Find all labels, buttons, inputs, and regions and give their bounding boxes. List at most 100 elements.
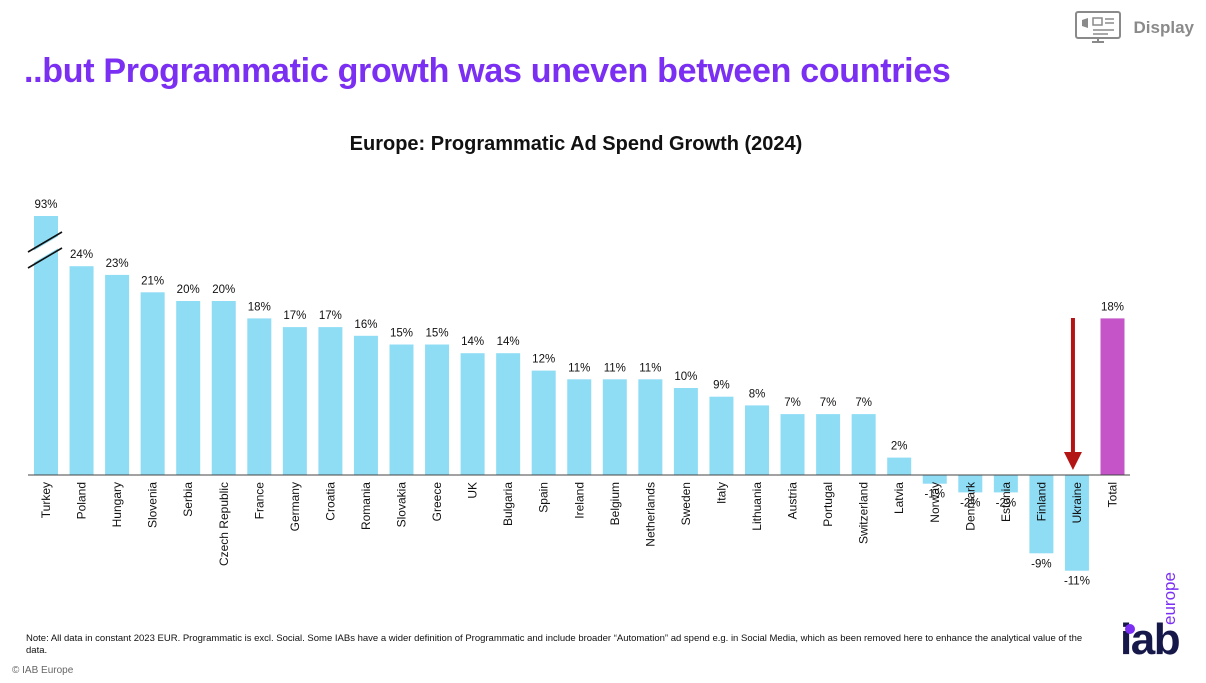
category-label-czech-republic: Czech Republic: [217, 482, 231, 566]
bar-romania: [353, 335, 378, 475]
data-label-estonia: -2%: [996, 497, 1016, 509]
bar-estonia: [993, 475, 1018, 493]
category-label-estonia: Estonia: [999, 482, 1013, 522]
category-label-turkey: Turkey: [39, 482, 53, 518]
bar-sweden: [673, 388, 698, 475]
chart-title: Europe: Programmatic Ad Spend Growth (20…: [349, 133, 803, 155]
category-label-italy: Italy: [714, 482, 728, 504]
axis-break-line-upper: [27, 231, 63, 253]
bar-lithuania: [745, 405, 769, 475]
data-label-portugal: 7%: [820, 397, 837, 409]
bar-uk: [460, 353, 485, 475]
category-label-latvia: Latvia: [892, 482, 906, 514]
bar-finland: [1029, 475, 1054, 554]
category-label-croatia: Croatia: [323, 482, 337, 521]
category-label-austria: Austria: [786, 482, 800, 520]
data-label-denmark: -2%: [960, 497, 980, 509]
data-label-belgium: 11%: [604, 362, 626, 374]
bar-greece: [425, 344, 450, 475]
category-label-switzerland: Switzerland: [857, 482, 871, 544]
data-label-slovakia: 15%: [390, 328, 413, 340]
data-label-greece: 15%: [426, 328, 449, 340]
bar-latvia: [887, 457, 912, 475]
logo-dot-icon: [1125, 624, 1135, 634]
category-label-bulgaria: Bulgaria: [501, 482, 515, 526]
data-label-hungary: 23%: [106, 258, 129, 270]
bar-total: [1100, 318, 1125, 475]
bar-bulgaria: [496, 353, 521, 475]
data-label-italy: 9%: [713, 380, 730, 392]
category-label-lithuania: Lithuania: [750, 482, 764, 531]
category-label-portugal: Portugal: [821, 482, 835, 527]
bar-croatia: [318, 327, 343, 475]
bar-ireland: [567, 379, 592, 475]
bar-ukraine: [1064, 475, 1089, 571]
category-label-uk: UK: [466, 482, 480, 499]
category-label-spain: Spain: [537, 482, 551, 513]
bar-serbia: [176, 301, 201, 475]
axis-break-line-lower: [27, 247, 63, 269]
category-label-france: France: [252, 482, 266, 520]
bar-france: [247, 318, 272, 475]
bar-germany: [282, 327, 307, 475]
bar-belgium: [602, 379, 627, 475]
data-label-austria: 7%: [784, 397, 801, 409]
bar-switzerland: [851, 414, 876, 475]
bar-czech-republic: [211, 301, 236, 475]
bar-netherlands: [638, 379, 663, 475]
data-label-bulgaria: 14%: [497, 336, 520, 348]
bar-slovakia: [389, 344, 414, 475]
bar-denmark: [958, 475, 983, 493]
iab-europe-logo: iab europe: [1120, 572, 1204, 671]
category-label-slovakia: Slovakia: [395, 482, 409, 528]
category-label-norway: Norway: [928, 482, 942, 523]
bar-norway: [922, 475, 947, 484]
category-label-finland: Finland: [1034, 482, 1048, 521]
slide-title: ..but Programmatic growth was uneven bet…: [24, 52, 951, 90]
data-label-serbia: 20%: [177, 284, 200, 296]
category-label-ireland: Ireland: [572, 482, 586, 519]
bar-italy: [709, 396, 734, 475]
footnote: Note: All data in constant 2023 EUR. Pro…: [26, 633, 1083, 656]
data-label-norway: -1%: [925, 489, 945, 501]
data-label-romania: 16%: [354, 319, 377, 331]
display-label: Display: [1133, 18, 1194, 37]
category-label-greece: Greece: [430, 482, 444, 522]
bar-poland: [69, 266, 94, 475]
data-label-turkey: 93%: [34, 199, 57, 211]
axis-break-gap: [28, 234, 62, 266]
data-label-lithuania: 8%: [749, 388, 766, 400]
data-label-poland: 24%: [70, 249, 93, 261]
logo-iab-text: iab: [1120, 615, 1181, 664]
data-label-netherlands: 11%: [639, 362, 661, 374]
bar-austria: [780, 414, 805, 475]
logo-europe-text: europe: [1160, 572, 1179, 625]
highlight-arrow-head: [1063, 452, 1082, 470]
data-label-sweden: 10%: [674, 371, 697, 383]
data-label-total: 18%: [1101, 301, 1124, 313]
data-label-switzerland: 7%: [855, 397, 872, 409]
category-label-sweden: Sweden: [679, 482, 693, 525]
display-badge: Display: [1074, 10, 1194, 46]
category-label-slovenia: Slovenia: [146, 482, 160, 528]
data-label-latvia: 2%: [891, 441, 908, 453]
data-label-uk: 14%: [461, 336, 484, 348]
bar-portugal: [816, 414, 841, 475]
data-label-spain: 12%: [532, 354, 555, 366]
data-label-slovenia: 21%: [141, 275, 164, 287]
category-label-total: Total: [1106, 482, 1120, 507]
data-label-finland: -9%: [1031, 558, 1051, 570]
copyright: © IAB Europe: [12, 665, 74, 676]
category-label-netherlands: Netherlands: [643, 482, 657, 547]
data-label-czech-republic: 20%: [212, 284, 235, 296]
bar-slovenia: [140, 292, 165, 475]
category-label-ukraine: Ukraine: [1070, 482, 1084, 524]
bar-hungary: [105, 274, 130, 475]
category-label-romania: Romania: [359, 482, 373, 530]
category-label-germany: Germany: [288, 482, 302, 531]
category-label-serbia: Serbia: [181, 482, 195, 517]
category-label-hungary: Hungary: [110, 482, 124, 527]
data-label-ukraine: -11%: [1064, 576, 1090, 588]
data-label-croatia: 17%: [319, 310, 342, 322]
